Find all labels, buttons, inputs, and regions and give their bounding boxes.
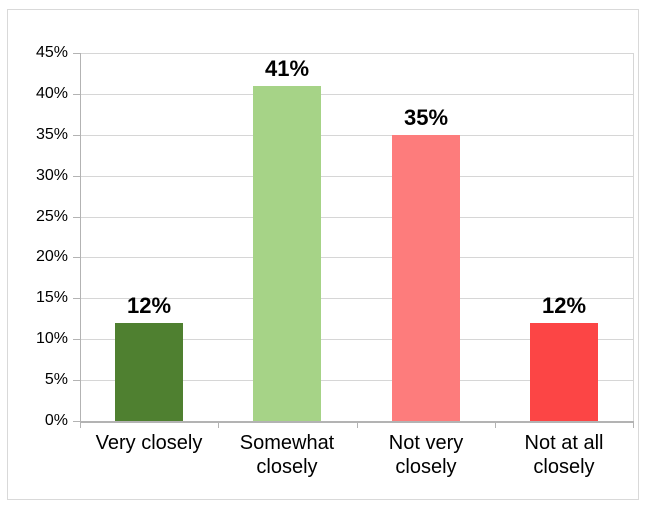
- y-axis-tick: [73, 380, 80, 381]
- y-axis-tick-label: 20%: [35, 248, 68, 265]
- y-axis-tick-label: 45%: [35, 44, 68, 61]
- y-axis-tick-label: 10%: [35, 330, 68, 347]
- gridline: [80, 135, 633, 136]
- y-axis-tick: [73, 217, 80, 218]
- bar: [253, 86, 321, 421]
- y-axis-tick-label: 40%: [35, 85, 68, 102]
- bar: [392, 135, 460, 421]
- y-axis-tick: [73, 339, 80, 340]
- gridline: [80, 217, 633, 218]
- x-axis-tick: [218, 422, 219, 428]
- y-axis-tick-label: 0%: [44, 412, 68, 429]
- y-axis-tick: [73, 176, 80, 177]
- gridline: [80, 257, 633, 258]
- y-axis-tick-label: 15%: [35, 289, 68, 306]
- gridline: [80, 298, 633, 299]
- gridline: [80, 380, 633, 381]
- bar: [115, 323, 183, 421]
- y-axis-tick-label: 5%: [44, 371, 68, 388]
- gridline: [80, 339, 633, 340]
- x-category-label: Very closely: [95, 432, 203, 454]
- bar-value-label: 41%: [264, 56, 310, 81]
- x-category-label: Not at all closely: [524, 432, 604, 478]
- plot-area: 12% 41% 35% 12%: [80, 53, 633, 421]
- y-axis-tick-label: 30%: [35, 167, 68, 184]
- gridline: [80, 176, 633, 177]
- y-axis-tick-label: 35%: [35, 126, 68, 143]
- y-axis-tick: [73, 53, 80, 54]
- x-axis-tick: [357, 422, 358, 428]
- y-axis-tick: [73, 421, 80, 422]
- y-axis-tick: [73, 257, 80, 258]
- gridline: [80, 94, 633, 95]
- x-axis-tick: [633, 422, 634, 428]
- y-axis-tick: [73, 135, 80, 136]
- x-axis-tick: [495, 422, 496, 428]
- y-axis-tick: [73, 94, 80, 95]
- y-axis-line: [80, 53, 81, 422]
- x-category-label: Not very closely: [388, 432, 464, 478]
- bar-value-label: 12%: [126, 293, 172, 318]
- x-category-label: Somewhat closely: [239, 432, 335, 478]
- gridline: [80, 53, 633, 54]
- y-axis-tick: [73, 298, 80, 299]
- bar-value-label: 35%: [403, 105, 449, 130]
- chart-frame: 0% 5% 10% 15% 20% 25% 30% 35% 40% 45% 12% 41% 35% 12…: [7, 9, 639, 500]
- y-axis-tick-label: 25%: [35, 208, 68, 225]
- bar-value-label: 12%: [541, 293, 587, 318]
- plot-right-border: [633, 53, 634, 421]
- x-axis-tick: [80, 422, 81, 428]
- bar: [530, 323, 598, 421]
